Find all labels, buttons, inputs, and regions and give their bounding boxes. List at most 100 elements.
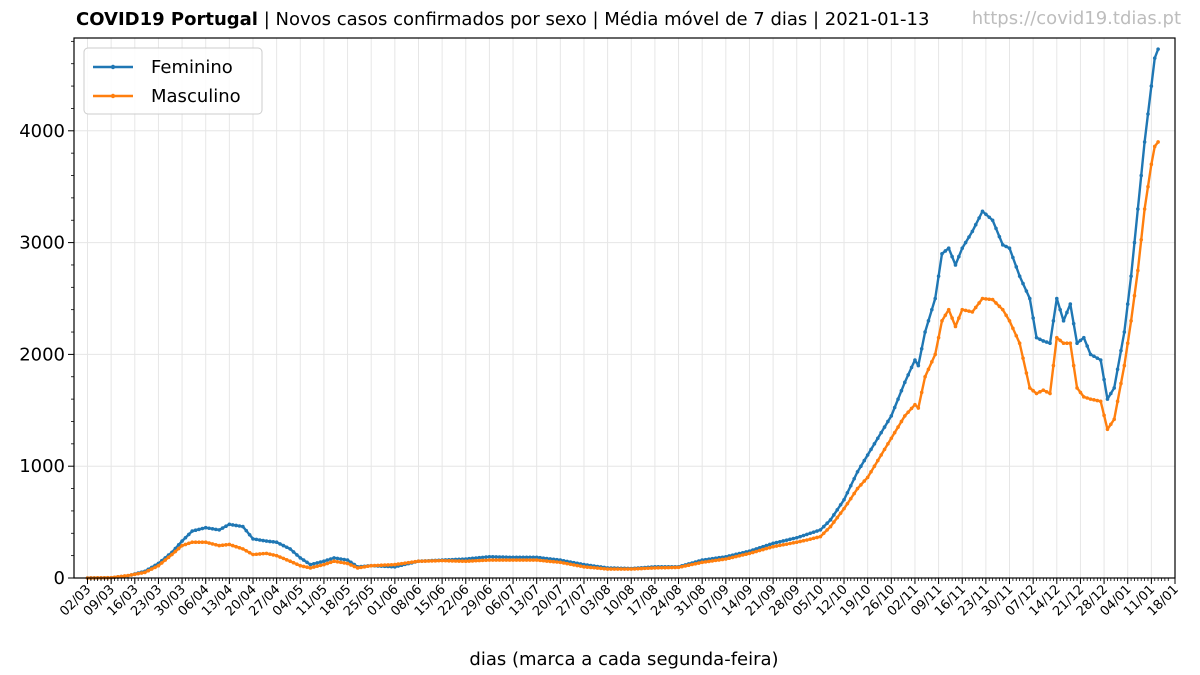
data-point-masculino [872,464,877,469]
data-point-masculino [514,558,519,562]
data-point-masculino [1054,335,1059,340]
data-point-feminino [308,562,313,567]
data-point-masculino [183,542,188,547]
data-point-masculino [815,535,819,540]
data-point-masculino [224,543,228,547]
y-tick-label: 4000 [19,121,65,142]
data-point-masculino [801,538,806,543]
data-point-masculino [409,560,414,564]
data-point-masculino [237,546,242,550]
data-point-masculino [1031,388,1035,393]
data-point-feminino [1082,335,1086,340]
data-point-masculino [1068,341,1073,346]
data-point-masculino [534,558,539,562]
data-point-masculino [1149,162,1154,167]
data-point-feminino [322,559,326,564]
data-point-feminino [940,251,944,256]
data-point-masculino [251,552,255,557]
data-point-masculino [751,550,755,555]
lines-layer [85,47,1160,580]
data-point-masculino [301,564,306,569]
data-point-feminino [284,545,289,550]
data-point-masculino [366,564,370,569]
data-point-masculino [386,563,390,567]
legend-label-feminino: Feminino [151,57,233,78]
data-point-feminino [761,544,765,549]
data-point-feminino [1122,330,1127,334]
data-point-feminino [801,533,806,538]
data-point-masculino [994,301,998,305]
data-point-masculino [254,552,259,557]
data-point-masculino [349,563,353,567]
data-point-masculino [889,436,894,441]
data-point-feminino [882,425,887,429]
data-point-masculino [886,442,890,446]
data-point-masculino [666,565,671,570]
data-point-masculino [190,540,195,545]
data-point-masculino [757,548,762,553]
data-point-feminino [342,557,346,562]
data-point-masculino [683,564,688,568]
data-point-feminino [504,555,509,559]
data-point-masculino [585,565,590,569]
data-point-feminino [973,222,978,227]
data-point-masculino [227,542,232,547]
data-point-masculino [669,565,674,570]
data-point-masculino [575,563,580,568]
data-point-feminino [855,469,860,474]
data-point-masculino [1024,371,1029,375]
data-point-feminino [214,527,218,532]
data-point-masculino [494,558,498,562]
data-point-masculino [565,561,569,566]
data-point-masculino [876,458,880,463]
legend: Feminino Masculino [83,47,263,115]
data-point-masculino [1152,144,1157,149]
data-point-feminino [538,555,542,560]
data-point-masculino [1119,381,1123,386]
data-point-masculino [1038,390,1042,394]
data-point-masculino [369,563,374,568]
data-point-feminino [311,561,316,566]
title-bold: COVID19 Portugal [76,9,258,30]
data-point-feminino [230,523,235,527]
data-point-masculino [1136,268,1140,273]
data-point-masculino [1004,313,1008,318]
data-point-masculino [470,559,475,563]
data-point-masculino [288,559,292,564]
data-point-masculino [622,567,627,571]
data-point-masculino [433,559,438,563]
data-point-masculino [1115,399,1120,404]
data-point-masculino [764,546,769,551]
data-point-feminino [892,405,897,410]
data-point-masculino [548,559,552,564]
data-point-masculino [845,501,850,506]
data-point-feminino [1125,302,1130,306]
data-point-masculino [264,551,269,556]
data-point-feminino [913,358,917,362]
data-point-masculino [808,537,813,541]
data-point-feminino [764,543,769,548]
data-point-masculino [967,309,971,313]
data-point-masculino [555,560,559,564]
data-point-feminino [1139,173,1144,178]
data-point-feminino [876,436,880,441]
data-point-feminino [1014,265,1019,269]
data-point-masculino [217,543,222,548]
data-point-feminino [774,540,779,545]
data-point-feminino [977,216,981,220]
data-point-feminino [980,209,985,214]
data-point-feminino [899,388,904,393]
data-point-feminino [828,518,833,522]
data-point-masculino [308,566,313,570]
data-point-masculino [663,565,667,570]
data-point-masculino [274,553,279,558]
data-point-feminino [224,524,228,528]
data-point-feminino [1088,352,1093,357]
data-point-masculino [311,565,316,569]
data-point-feminino [788,537,792,542]
data-point-masculino [852,491,856,496]
data-point-feminino [1098,358,1103,362]
data-point-feminino [791,536,796,541]
data-point-masculino [403,561,407,565]
data-point-feminino [1034,335,1039,340]
